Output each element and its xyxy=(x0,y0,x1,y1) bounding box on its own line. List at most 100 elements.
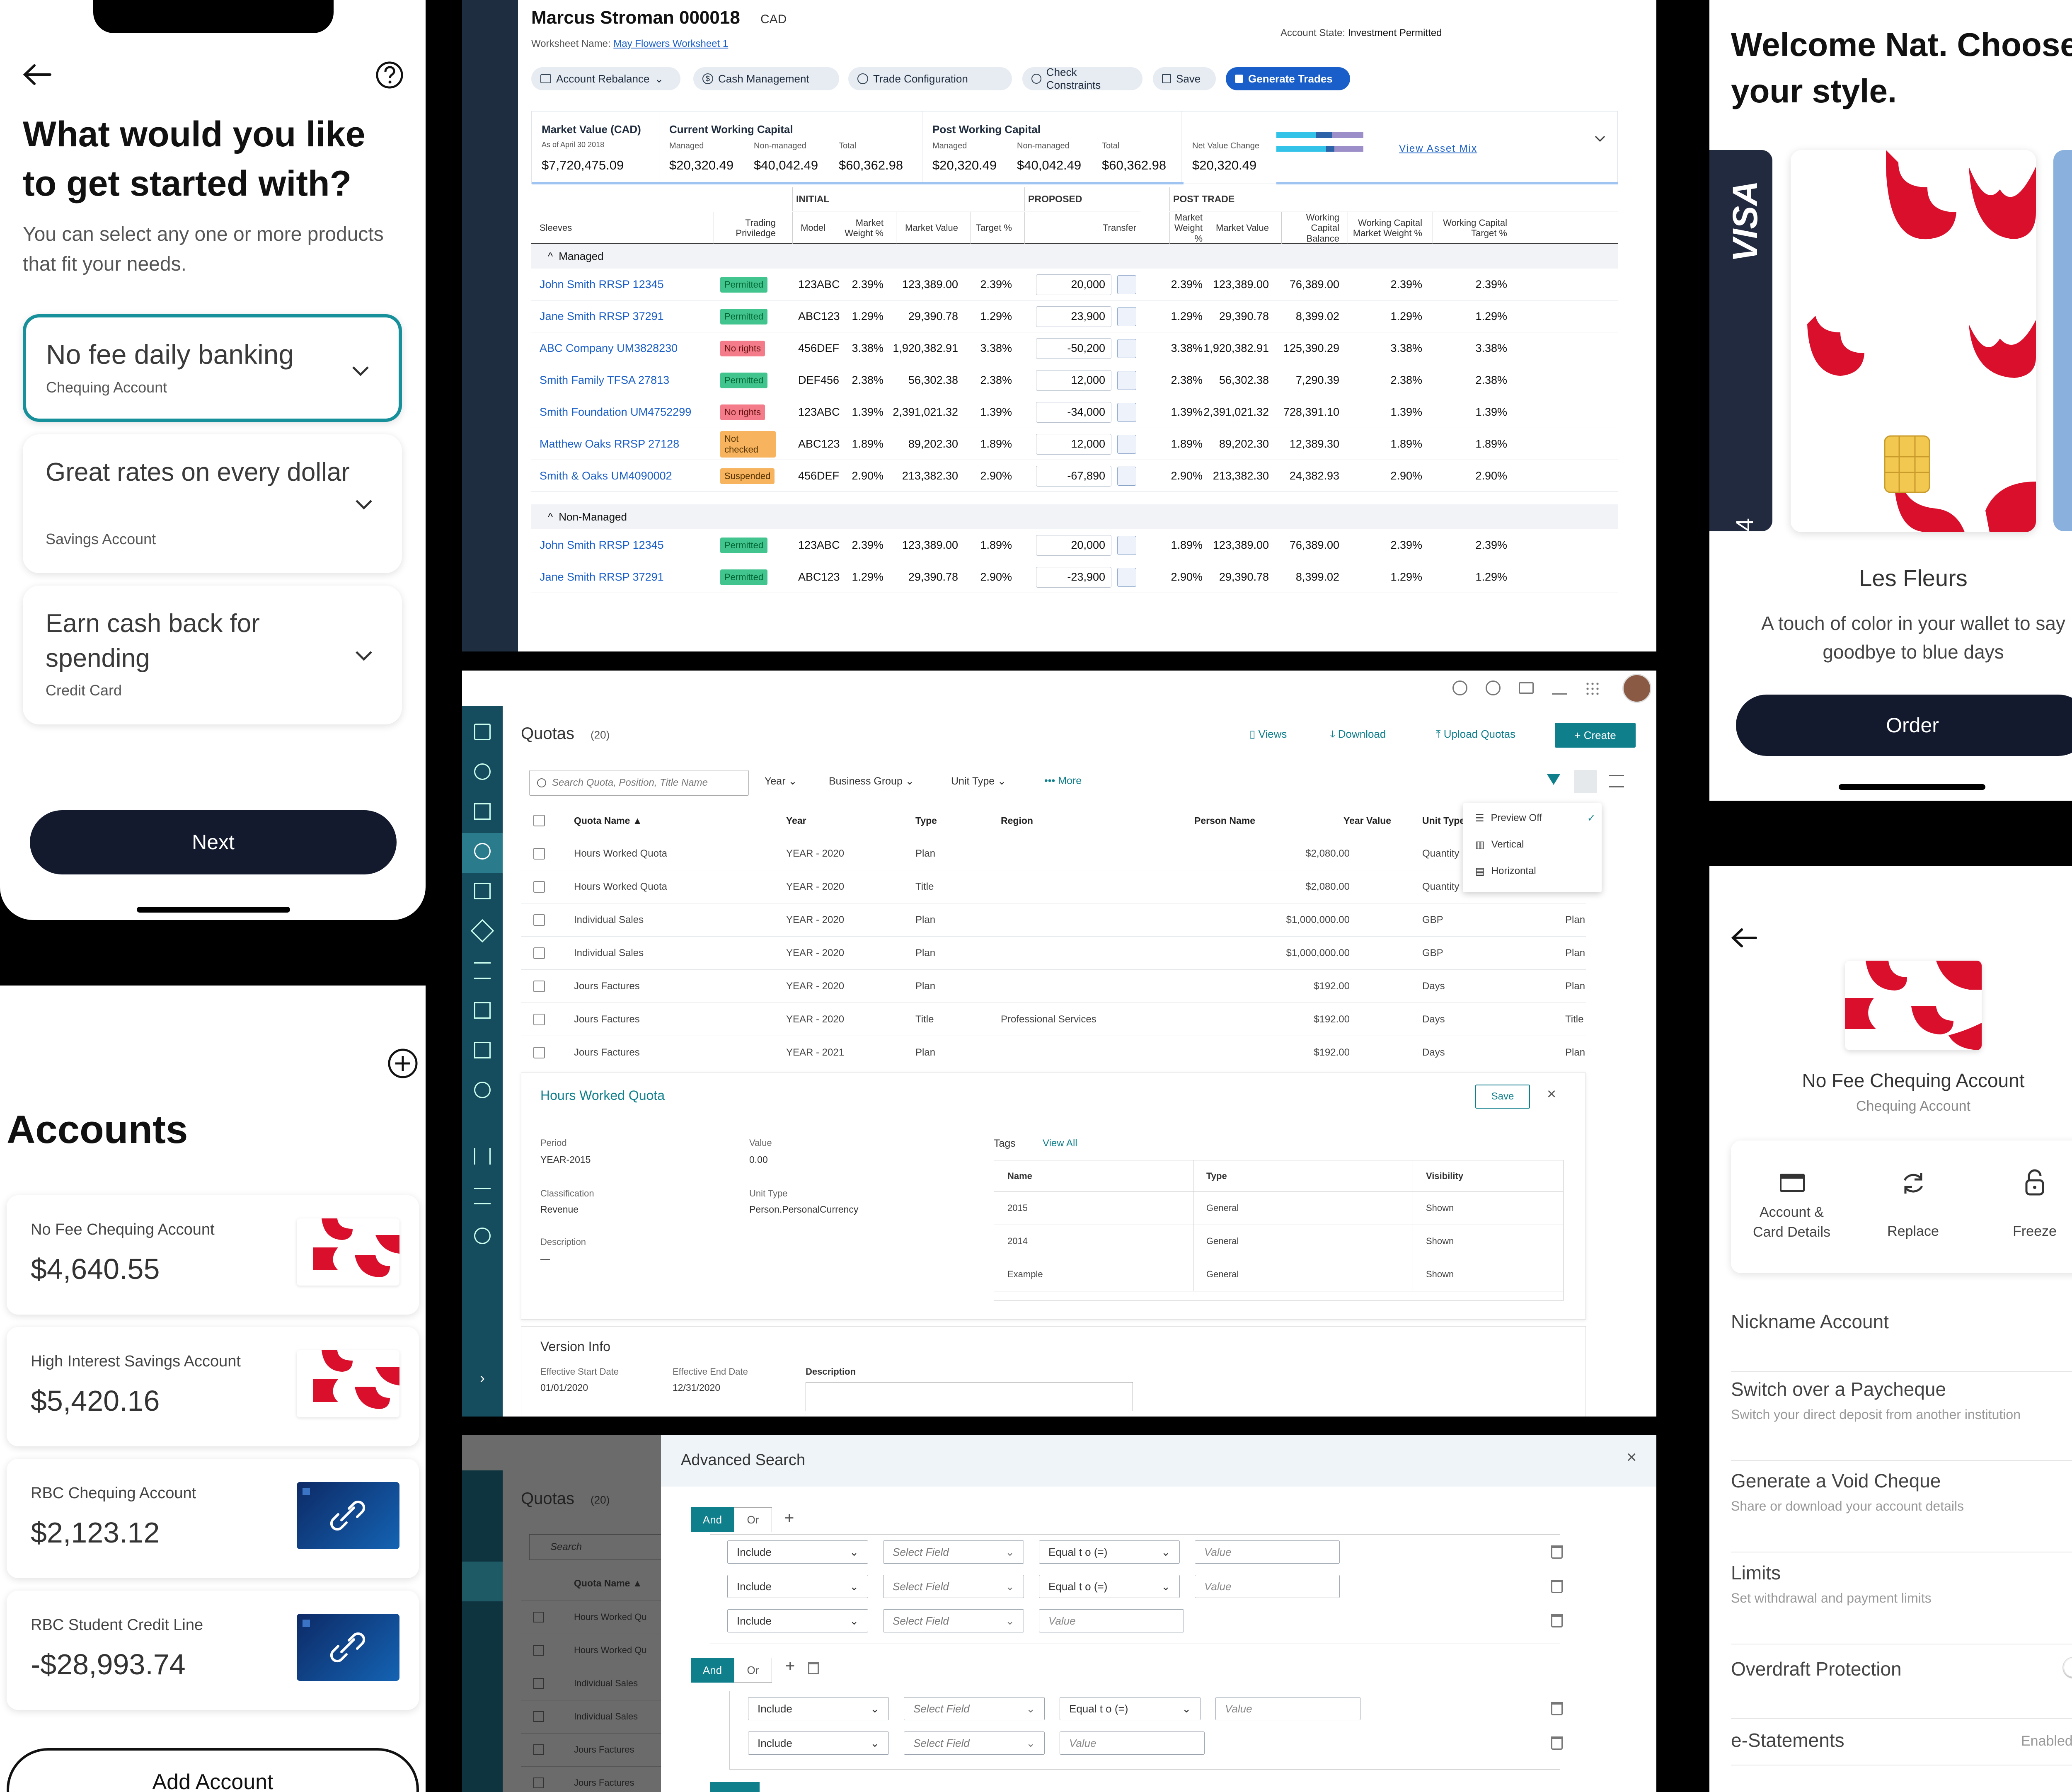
overdraft-toggle[interactable] xyxy=(2062,1657,2072,1678)
account-card-details-action[interactable]: Account & Card Details xyxy=(1731,1141,1852,1273)
vertical-option[interactable]: ▥ Vertical xyxy=(1475,839,1524,851)
header-region[interactable]: Region xyxy=(1001,815,1033,826)
sleeve-link[interactable]: John Smith RRSP 12345 xyxy=(540,278,664,291)
column-header[interactable]: Working Capital Market Weight % xyxy=(1348,212,1426,244)
or-toggle[interactable]: Or xyxy=(734,1658,772,1683)
table-row[interactable]: Jours Factures YEAR - 2020 Plan $192.00 Days… xyxy=(521,970,1586,1003)
sleeve-link[interactable]: ABC Company UM3828230 xyxy=(540,342,678,354)
version-description-input[interactable] xyxy=(806,1382,1133,1411)
table-row[interactable]: Individual Sales YEAR - 2020 Plan $1,000,00… xyxy=(521,903,1586,937)
business-group-filter[interactable]: Business Group ⌄ xyxy=(829,775,914,787)
sleeve-link[interactable]: Smith & Oaks UM4090002 xyxy=(540,470,672,482)
column-header[interactable]: Market Value xyxy=(1211,212,1273,244)
year-filter[interactable]: Year ⌄ xyxy=(765,775,797,787)
sleeve-link[interactable]: Matthew Oaks RRSP 27128 xyxy=(540,438,680,450)
preview-off-option[interactable]: ☰ Preview Off ✓ xyxy=(1475,812,1595,824)
settings-row[interactable]: Overdraft Protection xyxy=(1731,1649,2072,1719)
help-icon[interactable] xyxy=(1452,680,1467,695)
document-icon[interactable] xyxy=(474,1002,491,1019)
transfer-input[interactable]: 12,000 xyxy=(1036,433,1111,455)
calculator-icon[interactable] xyxy=(1117,402,1136,422)
blue-card[interactable] xyxy=(2053,150,2072,531)
select-field-dropdown[interactable]: Select Field ⌄ xyxy=(883,1540,1024,1564)
transfer-input[interactable]: 23,900 xyxy=(1036,306,1111,327)
sliders-icon[interactable] xyxy=(474,1188,491,1204)
account-card[interactable]: No Fee Chequing Account $4,640.55 xyxy=(7,1195,419,1315)
back-arrow-icon[interactable] xyxy=(23,64,52,85)
include-select[interactable]: Include ⌄ xyxy=(727,1609,868,1632)
clipboard-icon[interactable] xyxy=(474,883,491,899)
transfer-input[interactable]: 20,000 xyxy=(1036,535,1111,556)
column-settings-icon[interactable] xyxy=(1609,775,1624,787)
row-checkbox[interactable] xyxy=(533,947,545,959)
edit-icon[interactable] xyxy=(474,1042,491,1058)
account-card[interactable]: RBC Student Credit Line -$28,993.74 xyxy=(7,1591,419,1710)
operator-dropdown[interactable]: Equal t o (=) ⌄ xyxy=(1060,1697,1201,1720)
select-field-dropdown[interactable]: Select Field ⌄ xyxy=(883,1575,1024,1598)
add-condition-icon[interactable]: + xyxy=(784,1509,794,1527)
add-condition-icon[interactable]: + xyxy=(785,1657,795,1675)
include-select[interactable]: Include ⌄ xyxy=(727,1575,868,1598)
gear-group-icon[interactable] xyxy=(474,1082,491,1098)
detail-save-button[interactable]: Save xyxy=(1475,1085,1530,1109)
delete-icon[interactable] xyxy=(1551,1614,1563,1627)
expand-sidebar-icon[interactable]: › xyxy=(462,1353,503,1402)
calculator-icon[interactable] xyxy=(1117,567,1136,587)
horizontal-option[interactable]: ▤ Horizontal xyxy=(1475,865,1536,877)
account-rebalance-button[interactable]: Account Rebalance ⌄ xyxy=(531,67,680,90)
table-row[interactable]: Hours Worked Quota YEAR - 2020 Title $2,080… xyxy=(521,870,1586,903)
views-button[interactable]: ▯ Views xyxy=(1249,728,1287,741)
sleeve-link[interactable]: Smith Foundation UM4752299 xyxy=(540,406,692,418)
value-input[interactable]: Value xyxy=(1039,1609,1184,1632)
column-header[interactable]: Market Value xyxy=(896,212,962,244)
delete-icon[interactable] xyxy=(1551,1736,1563,1750)
account-card[interactable]: RBC Chequing Account $2,123.12 xyxy=(7,1459,419,1578)
include-select[interactable]: Include ⌄ xyxy=(727,1540,868,1564)
layers-icon[interactable] xyxy=(470,919,494,943)
managed-group-row[interactable]: ^ Managed xyxy=(531,244,1618,269)
calculator-icon[interactable] xyxy=(1117,371,1136,390)
cash-management-button[interactable]: $ Cash Management xyxy=(693,67,839,90)
history-icon[interactable] xyxy=(1486,680,1501,695)
column-header[interactable]: Working Capital Target % xyxy=(1433,212,1511,244)
include-select[interactable]: Include ⌄ xyxy=(748,1697,889,1720)
mail-icon[interactable] xyxy=(1519,682,1534,694)
delete-icon[interactable] xyxy=(1551,1580,1563,1593)
list-check-icon[interactable] xyxy=(474,962,491,979)
worksheet-name-link[interactable]: May Flowers Worksheet 1 xyxy=(613,38,729,49)
hierarchy-icon[interactable] xyxy=(474,763,491,780)
row-checkbox[interactable] xyxy=(533,1014,545,1025)
column-header[interactable]: Market Weight % xyxy=(834,212,888,244)
header-person-name[interactable]: Person Name xyxy=(1194,815,1256,826)
row-checkbox[interactable] xyxy=(533,881,545,893)
order-button[interactable]: Order xyxy=(1736,695,2072,756)
sleeve-link[interactable]: Jane Smith RRSP 37291 xyxy=(540,310,664,322)
transfer-input[interactable]: 20,000 xyxy=(1036,274,1111,295)
next-button[interactable]: Next xyxy=(30,810,397,874)
list-view-icon[interactable] xyxy=(1574,770,1597,793)
column-header[interactable]: Working Capital Balance xyxy=(1281,212,1343,244)
row-checkbox[interactable] xyxy=(533,848,545,860)
column-header[interactable]: Target % xyxy=(971,212,1016,244)
column-header[interactable]: Sleeves xyxy=(540,212,705,244)
value-input[interactable]: Value xyxy=(1060,1731,1205,1755)
trade-configuration-button[interactable]: Trade Configuration xyxy=(848,67,1012,90)
column-header[interactable]: Transfer xyxy=(1024,212,1140,244)
table-row[interactable]: Jours Factures YEAR - 2020 Title Profession… xyxy=(521,1003,1586,1036)
or-toggle[interactable]: Or xyxy=(734,1507,772,1532)
add-account-button[interactable]: Add Account xyxy=(7,1748,419,1792)
operator-dropdown[interactable]: Equal t o (=) ⌄ xyxy=(1039,1575,1180,1598)
header-type[interactable]: Type xyxy=(915,815,937,826)
download-button[interactable]: ⤓ Download xyxy=(1330,728,1386,741)
table-row[interactable]: Jours Factures YEAR - 2021 Plan $192.00 Days… xyxy=(521,1036,1586,1069)
calculator-icon[interactable] xyxy=(1117,434,1136,454)
generate-trades-button[interactable]: Generate Trades xyxy=(1226,67,1350,90)
column-header[interactable]: Market Weight % xyxy=(1169,212,1207,244)
header-year[interactable]: Year xyxy=(786,815,806,826)
sleeve-link[interactable]: John Smith RRSP 12345 xyxy=(540,539,664,551)
create-button[interactable]: + Create xyxy=(1555,723,1636,748)
add-circle-icon[interactable] xyxy=(387,1048,419,1079)
product-card-chequing[interactable]: No fee daily banking Chequing Account xyxy=(23,314,402,422)
account-card[interactable]: High Interest Savings Account $5,420.16 xyxy=(7,1327,419,1446)
download-icon[interactable] xyxy=(1552,681,1567,695)
